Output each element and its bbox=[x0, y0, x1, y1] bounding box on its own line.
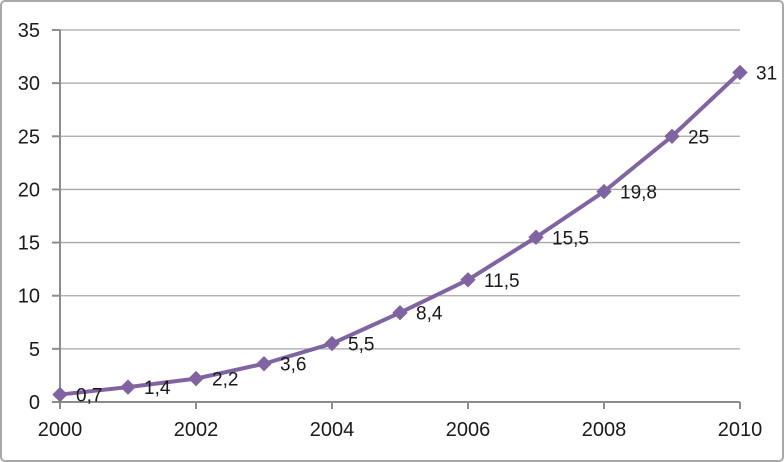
x-tick-label: 2004 bbox=[310, 419, 355, 441]
y-tick-label: 25 bbox=[18, 126, 40, 148]
y-tick-label: 35 bbox=[18, 20, 40, 42]
data-point-marker bbox=[664, 128, 680, 144]
y-tick-label: 0 bbox=[29, 392, 40, 414]
data-point-marker bbox=[52, 386, 68, 403]
y-tick-label: 30 bbox=[18, 73, 40, 95]
data-point-marker bbox=[120, 379, 136, 395]
y-tick-label: 10 bbox=[18, 286, 40, 308]
y-tick-label: 5 bbox=[29, 339, 40, 361]
data-point-label: 5,5 bbox=[348, 335, 374, 356]
data-point-marker bbox=[324, 335, 340, 352]
x-tick-label: 2000 bbox=[38, 419, 83, 441]
x-tick-label: 2010 bbox=[718, 419, 763, 441]
data-point-label: 31 bbox=[756, 64, 777, 85]
data-point-label: 15,5 bbox=[552, 228, 589, 249]
data-point-marker bbox=[732, 64, 748, 81]
x-tick-label: 2008 bbox=[582, 419, 627, 441]
data-point-marker bbox=[528, 229, 544, 245]
data-point-label: 8,4 bbox=[416, 304, 443, 325]
data-series-line bbox=[58, 70, 742, 397]
data-point-marker bbox=[460, 272, 476, 288]
data-point-marker bbox=[392, 305, 408, 321]
data-point-marker bbox=[256, 356, 272, 372]
data-point-label: 25 bbox=[688, 127, 709, 148]
data-point-label: 19,8 bbox=[620, 183, 657, 204]
y-tick-label: 15 bbox=[18, 233, 40, 255]
x-tick-label: 2002 bbox=[174, 419, 219, 441]
data-point-label: 3,6 bbox=[280, 355, 306, 376]
data-point-label: 0,7 bbox=[76, 386, 102, 407]
y-tick-label: 20 bbox=[18, 179, 40, 201]
x-tick-label: 2006 bbox=[446, 419, 491, 441]
data-point-label: 11,5 bbox=[484, 271, 520, 292]
data-point-marker bbox=[188, 370, 204, 387]
data-point-marker bbox=[596, 183, 612, 200]
data-point-label: 2,2 bbox=[212, 370, 238, 391]
data-point-label: 1,4 bbox=[144, 378, 171, 399]
